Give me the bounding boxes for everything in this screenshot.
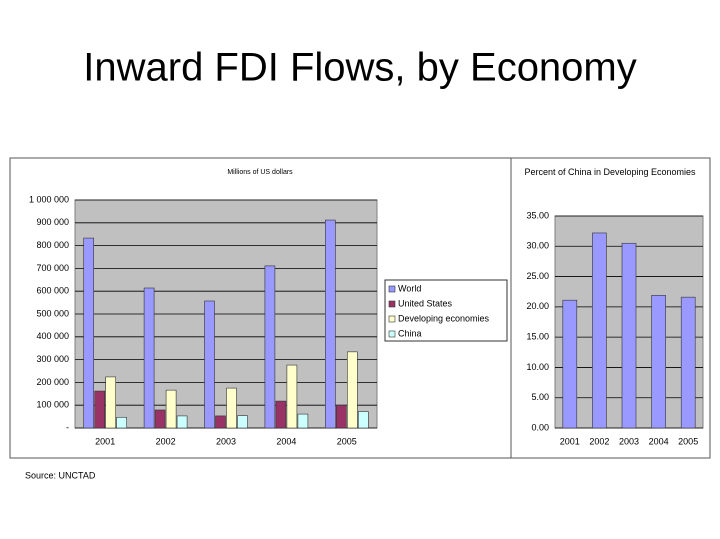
y-tick-label: 200 000 — [36, 377, 69, 387]
bar — [286, 364, 298, 429]
bar — [592, 232, 607, 429]
bar — [154, 409, 166, 429]
legend-label: Developing economies — [398, 313, 490, 323]
y-tick-label: 1 000 000 — [29, 194, 69, 204]
y-tick-label: 35.00 — [526, 210, 549, 220]
y-tick-label: 800 000 — [36, 240, 69, 250]
y-tick-label: 0.00 — [531, 422, 549, 432]
bar — [324, 219, 336, 429]
bar — [165, 389, 177, 429]
x-tick-label: 2002 — [589, 436, 609, 446]
chart-title: Percent of China in Developing Economies — [524, 167, 696, 177]
y-tick-label: 25.00 — [526, 271, 549, 281]
bar — [237, 415, 248, 429]
bar — [226, 387, 237, 429]
y-tick-label: - — [66, 422, 69, 432]
y-tick-label: 600 000 — [36, 286, 69, 296]
y-tick-label: 5.00 — [531, 392, 549, 402]
y-tick-label: 100 000 — [36, 400, 69, 410]
y-tick-label: 400 000 — [36, 331, 69, 341]
bar — [204, 300, 215, 429]
bar — [357, 411, 369, 429]
bar — [680, 296, 696, 429]
bar — [94, 390, 105, 429]
y-tick-label: 900 000 — [36, 217, 69, 227]
bar — [346, 351, 358, 429]
legend-swatch — [388, 285, 396, 293]
bar — [143, 287, 155, 429]
y-tick-label: 15.00 — [526, 332, 549, 342]
bar — [116, 416, 127, 429]
bar — [105, 376, 116, 429]
y-tick-label: 10.00 — [526, 362, 549, 372]
x-tick-label: 2001 — [560, 436, 580, 446]
legend — [384, 279, 508, 342]
legend-swatch — [388, 315, 396, 323]
bar — [176, 415, 188, 429]
x-tick-label: 2004 — [649, 436, 669, 446]
bar — [297, 413, 309, 429]
chart-title: Millions of US dollars — [227, 169, 293, 176]
x-tick-label: 2001 — [95, 436, 115, 446]
x-tick-label: 2003 — [216, 436, 236, 446]
bar — [264, 265, 276, 429]
legend-swatch — [388, 330, 396, 338]
x-tick-label: 2004 — [276, 436, 296, 446]
bar — [562, 299, 578, 429]
legend-label: United States — [398, 298, 453, 308]
bar — [335, 404, 347, 429]
x-tick-label: 2002 — [156, 436, 176, 446]
x-tick-label: 2005 — [678, 436, 698, 446]
y-tick-label: 300 000 — [36, 354, 69, 364]
legend-label: China — [398, 328, 422, 338]
y-tick-label: 20.00 — [526, 301, 549, 311]
slide-title: Inward FDI Flows, by Economy — [83, 46, 637, 90]
x-tick-label: 2003 — [619, 436, 639, 446]
y-tick-label: 500 000 — [36, 308, 69, 318]
x-tick-label: 2005 — [337, 436, 357, 446]
bar — [275, 400, 287, 429]
source: Source: UNCTAD — [25, 470, 96, 480]
bar — [621, 242, 637, 429]
y-tick-label: 30.00 — [526, 241, 549, 251]
y-tick-label: 700 000 — [36, 263, 69, 273]
bar — [651, 295, 666, 429]
legend-swatch — [388, 300, 396, 308]
bar — [83, 237, 94, 429]
bar — [215, 415, 226, 429]
legend-label: World — [398, 283, 421, 293]
